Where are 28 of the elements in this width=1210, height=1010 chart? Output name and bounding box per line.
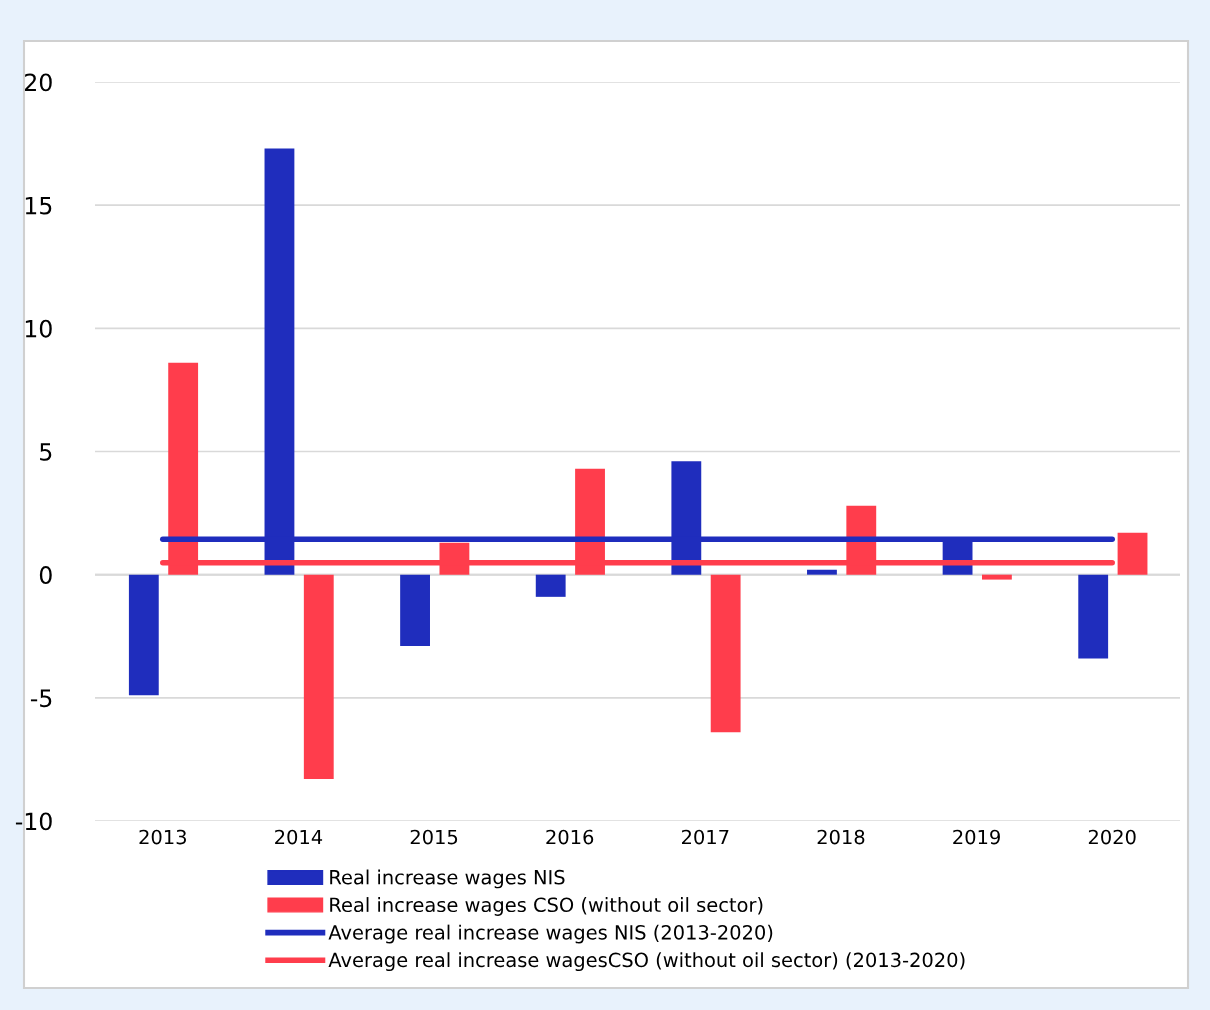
x-tick-label: 2020 (1088, 829, 1136, 845)
bar (535, 574, 566, 597)
x-tick-label: 2017 (681, 829, 729, 845)
legend-label: Real increase wages NIS (330, 869, 565, 889)
bar (710, 574, 741, 733)
x-tick-label: 2019 (953, 829, 1000, 845)
y-tick-label: -5 (30, 689, 52, 708)
y-tick-label: 20 (25, 73, 52, 92)
legend-label: Average real increase wagesCSO (without oil sector) (2013-2020) (328, 952, 965, 972)
y-tick-label: 5 (40, 443, 52, 461)
bar (807, 569, 837, 575)
legend-label: Real increase wages CSO (without oil sector) (330, 897, 763, 916)
bar (128, 574, 159, 696)
x-tick-label: 2018 (817, 829, 865, 845)
bar (303, 574, 334, 780)
y-tick-label: 10 (25, 319, 52, 338)
x-tick-label: 2014 (275, 829, 323, 845)
bar (1117, 532, 1148, 575)
legend-label: Average real increase wages NIS (2013-2020) (328, 924, 773, 944)
x-tick-label: 2015 (410, 829, 458, 845)
y-tick-label: 0 (39, 566, 52, 584)
y-tick-label: -10 (15, 812, 52, 831)
bar (1078, 574, 1109, 659)
y-tick-label: 15 (25, 196, 52, 215)
bar (400, 574, 430, 647)
bar (981, 574, 1012, 580)
x-tick-label: 2013 (139, 829, 186, 845)
x-tick-label: 2016 (546, 829, 594, 845)
